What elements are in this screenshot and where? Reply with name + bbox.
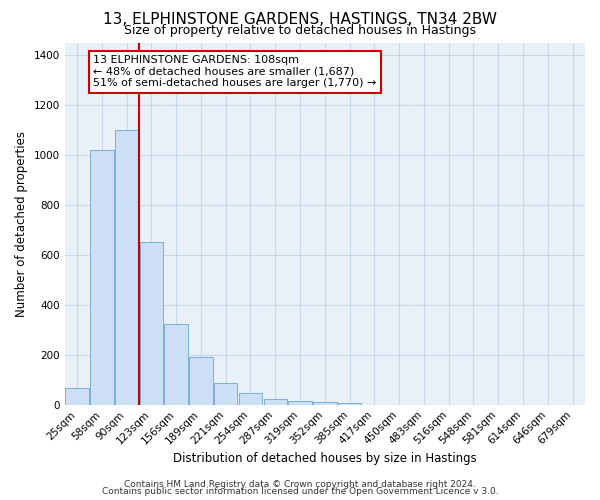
Text: Contains public sector information licensed under the Open Government Licence v : Contains public sector information licen… [101, 487, 499, 496]
Bar [313, 402, 337, 404]
Bar [164, 324, 188, 404]
Bar [140, 242, 163, 404]
Bar [115, 130, 139, 404]
Bar [189, 358, 213, 405]
Text: 13, ELPHINSTONE GARDENS, HASTINGS, TN34 2BW: 13, ELPHINSTONE GARDENS, HASTINGS, TN34 … [103, 12, 497, 28]
X-axis label: Distribution of detached houses by size in Hastings: Distribution of detached houses by size … [173, 452, 477, 465]
Bar [214, 384, 238, 404]
Bar [239, 394, 262, 404]
Bar [288, 400, 312, 404]
Text: 13 ELPHINSTONE GARDENS: 108sqm
← 48% of detached houses are smaller (1,687)
51% : 13 ELPHINSTONE GARDENS: 108sqm ← 48% of … [93, 55, 377, 88]
Text: Contains HM Land Registry data © Crown copyright and database right 2024.: Contains HM Land Registry data © Crown c… [124, 480, 476, 489]
Text: Size of property relative to detached houses in Hastings: Size of property relative to detached ho… [124, 24, 476, 37]
Bar [90, 150, 113, 405]
Bar [65, 388, 89, 404]
Y-axis label: Number of detached properties: Number of detached properties [15, 130, 28, 316]
Bar [263, 399, 287, 404]
